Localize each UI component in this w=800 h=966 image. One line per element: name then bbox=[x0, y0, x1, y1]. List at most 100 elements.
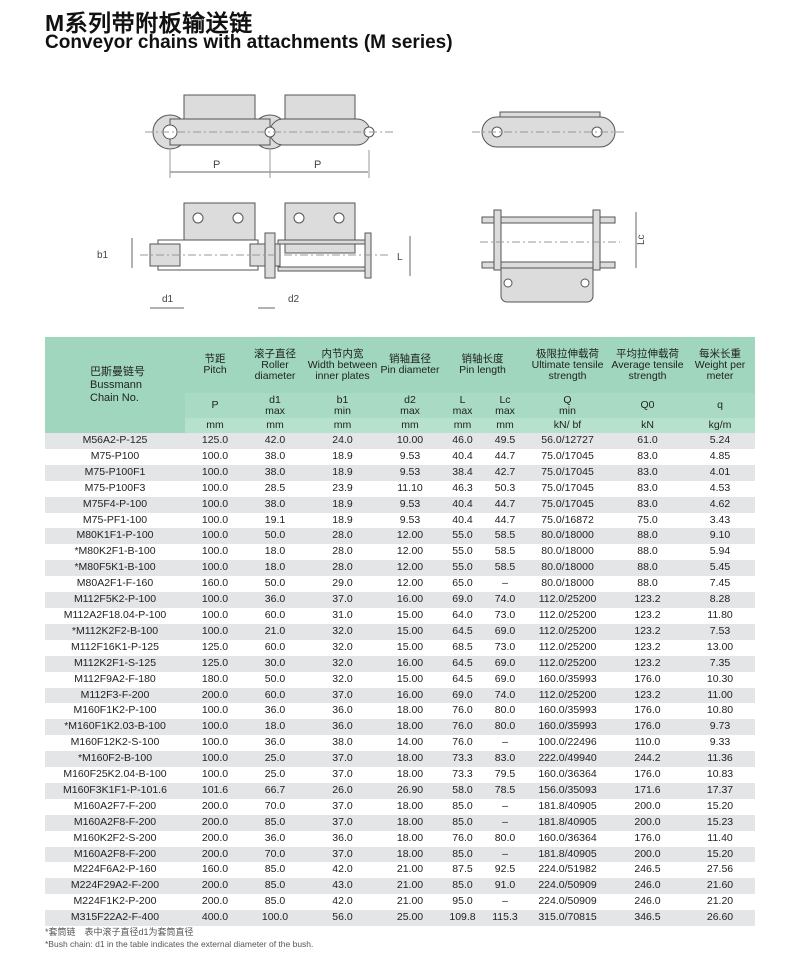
table-cell: 85.0 bbox=[440, 878, 485, 895]
table-cell: 60.0 bbox=[245, 687, 305, 704]
table-cell: 7.35 bbox=[685, 655, 756, 672]
dim-d2: d2 bbox=[288, 294, 300, 305]
table-cell: 25.0 bbox=[245, 767, 305, 783]
table-cell: 100.0 bbox=[185, 464, 245, 481]
table-cell: 49.5 bbox=[485, 433, 526, 449]
table-cell: 176.0 bbox=[610, 671, 686, 688]
table-cell: 23.9 bbox=[305, 480, 380, 497]
table-cell: 180.0 bbox=[185, 671, 245, 688]
table-cell: 18.00 bbox=[380, 814, 440, 831]
table-cell: 200.0 bbox=[185, 846, 245, 863]
table-cell: 75.0/17045 bbox=[525, 448, 611, 465]
table-cell: 125.0 bbox=[185, 655, 245, 672]
table-cell: 60.0 bbox=[245, 607, 305, 624]
table-cell: 15.00 bbox=[380, 623, 440, 640]
table-cell: 110.0 bbox=[610, 735, 686, 752]
table-cell: – bbox=[485, 894, 526, 911]
table-cell: 75.0/17045 bbox=[525, 496, 611, 513]
table-cell: 21.0 bbox=[245, 623, 305, 640]
chain-number-cell: *M160F1K2.03-B-100 bbox=[45, 719, 185, 736]
table-cell: 5.45 bbox=[685, 560, 756, 577]
table-cell: 18.00 bbox=[380, 767, 440, 783]
table-row: *M80F5K1-B-100 100.0 18.0 28.0 12.00 55.0 58.5… bbox=[45, 560, 756, 577]
table-cell: 346.5 bbox=[610, 910, 686, 927]
table-cell: 200.0 bbox=[185, 814, 245, 831]
column-header: 节距 Pitch bbox=[185, 337, 245, 393]
table-row: M112F9A2-F-180 180.0 50.0 32.0 15.00 64.5 69.0… bbox=[45, 671, 756, 688]
table-cell: 40.4 bbox=[440, 448, 485, 465]
table-cell: 100.0 bbox=[185, 512, 245, 529]
table-cell: 15.00 bbox=[380, 607, 440, 624]
table-cell: 100.0 bbox=[185, 528, 245, 545]
table-cell: 58.5 bbox=[485, 544, 526, 561]
table-cell: 88.0 bbox=[610, 576, 686, 593]
table-cell: 246.0 bbox=[610, 878, 686, 895]
table-cell: 26.0 bbox=[305, 782, 380, 799]
table-cell: 88.0 bbox=[610, 544, 686, 561]
table-cell: 112.0/25200 bbox=[525, 623, 611, 640]
chain-header-en2: Chain No. bbox=[90, 391, 139, 404]
column-unit: kg/m bbox=[685, 418, 756, 433]
table-row: *M112K2F2-B-100 100.0 21.0 32.0 15.00 64.5 69.… bbox=[45, 623, 756, 640]
table-row: M112A2F18.04-P-100 100.0 60.0 31.0 15.00 64.0… bbox=[45, 607, 756, 624]
table-cell: 18.0 bbox=[245, 719, 305, 736]
chain-number-cell: *M80K2F1-B-100 bbox=[45, 544, 185, 561]
table-cell: 100.0 bbox=[185, 719, 245, 736]
chain-number-cell: M112F16K1-P-125 bbox=[45, 639, 185, 656]
table-cell: 37.0 bbox=[305, 814, 380, 831]
table-row: M315F22A2-F-400 400.0 100.0 56.0 25.00 109.8 1… bbox=[45, 910, 756, 927]
table-cell: 95.0 bbox=[440, 894, 485, 911]
table-cell: 160.0/36364 bbox=[525, 767, 611, 783]
table-cell: 46.3 bbox=[440, 480, 485, 497]
table-cell: 38.0 bbox=[245, 464, 305, 481]
symbol-qualifier: max bbox=[452, 404, 473, 417]
table-cell: 42.7 bbox=[485, 464, 526, 481]
table-cell: 3.43 bbox=[685, 512, 756, 529]
table-cell: 156.0/35093 bbox=[525, 782, 611, 799]
chain-number-cell: M75F4-P-100 bbox=[45, 496, 185, 513]
table-cell: 21.00 bbox=[380, 894, 440, 911]
table-cell: 87.5 bbox=[440, 862, 485, 879]
table-cell: 123.2 bbox=[610, 639, 686, 656]
table-cell: 16.00 bbox=[380, 655, 440, 672]
side-view-drawing: P P bbox=[145, 94, 395, 178]
table-cell: 37.0 bbox=[305, 767, 380, 783]
table-cell: 123.2 bbox=[610, 687, 686, 704]
table-cell: 17.37 bbox=[685, 782, 756, 799]
table-cell: 18.0 bbox=[245, 560, 305, 577]
table-cell: 73.3 bbox=[440, 767, 485, 783]
table-cell: 11.80 bbox=[685, 607, 756, 624]
table-cell: 80.0/18000 bbox=[525, 576, 611, 593]
symbol: P bbox=[211, 399, 219, 411]
table-cell: 9.53 bbox=[380, 464, 440, 481]
chain-number-cell: *M80F5K1-B-100 bbox=[45, 560, 185, 577]
column-header-en: Pin length bbox=[459, 364, 506, 376]
table-cell: 10.83 bbox=[685, 767, 756, 783]
table-cell: 11.10 bbox=[380, 480, 440, 497]
table-cell: 112.0/25200 bbox=[525, 655, 611, 672]
table-cell: 42.0 bbox=[305, 862, 380, 879]
table-cell: 38.0 bbox=[245, 448, 305, 465]
table-cell: 58.0 bbox=[440, 782, 485, 799]
table-cell: 4.62 bbox=[685, 496, 756, 513]
table-cell: 15.20 bbox=[685, 846, 756, 863]
table-cell: 9.53 bbox=[380, 512, 440, 529]
table-cell: 85.0 bbox=[440, 798, 485, 815]
column-symbol: Lc max bbox=[485, 393, 526, 418]
table-row: M75-P100F3 100.0 28.5 23.9 11.10 46.3 50.3 75.0… bbox=[45, 480, 756, 497]
table-cell: 76.0 bbox=[440, 719, 485, 736]
table-cell: 19.1 bbox=[245, 512, 305, 529]
table-cell: 18.9 bbox=[305, 464, 380, 481]
dim-d1: d1 bbox=[162, 294, 174, 305]
table-cell: 12.00 bbox=[380, 528, 440, 545]
table-cell: 80.0/18000 bbox=[525, 528, 611, 545]
table-cell: 55.0 bbox=[440, 560, 485, 577]
table-cell: 11.40 bbox=[685, 830, 756, 847]
table-cell: 79.5 bbox=[485, 767, 526, 783]
table-cell: 246.5 bbox=[610, 862, 686, 879]
table-cell: 12.00 bbox=[380, 576, 440, 593]
dim-p2: P bbox=[314, 159, 321, 171]
plate-view-drawing bbox=[472, 111, 625, 148]
table-row: M160A2F7-F-200 200.0 70.0 37.0 18.00 85.0–181… bbox=[45, 798, 756, 815]
table-cell: 32.0 bbox=[305, 671, 380, 688]
